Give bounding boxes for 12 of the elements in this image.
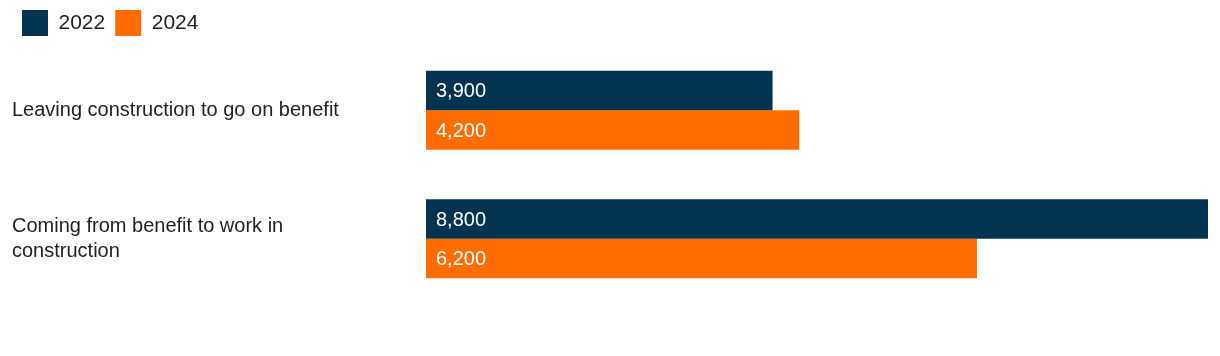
bar bbox=[426, 70, 773, 111]
data-label: 4,200 bbox=[436, 118, 487, 141]
data-label: 3,900 bbox=[436, 79, 487, 102]
data-label: 8,800 bbox=[436, 207, 487, 230]
bar bbox=[426, 110, 800, 150]
legend-label: 2024 bbox=[151, 9, 199, 33]
legend-label: 2022 bbox=[58, 9, 106, 33]
y-tick-label: Coming from benefit to work in construction bbox=[12, 213, 284, 261]
data-label: 6,200 bbox=[436, 247, 487, 270]
y-tick-label: Leaving construction to go on benefit bbox=[12, 97, 340, 120]
bar bbox=[426, 199, 1208, 239]
bar bbox=[426, 238, 977, 279]
